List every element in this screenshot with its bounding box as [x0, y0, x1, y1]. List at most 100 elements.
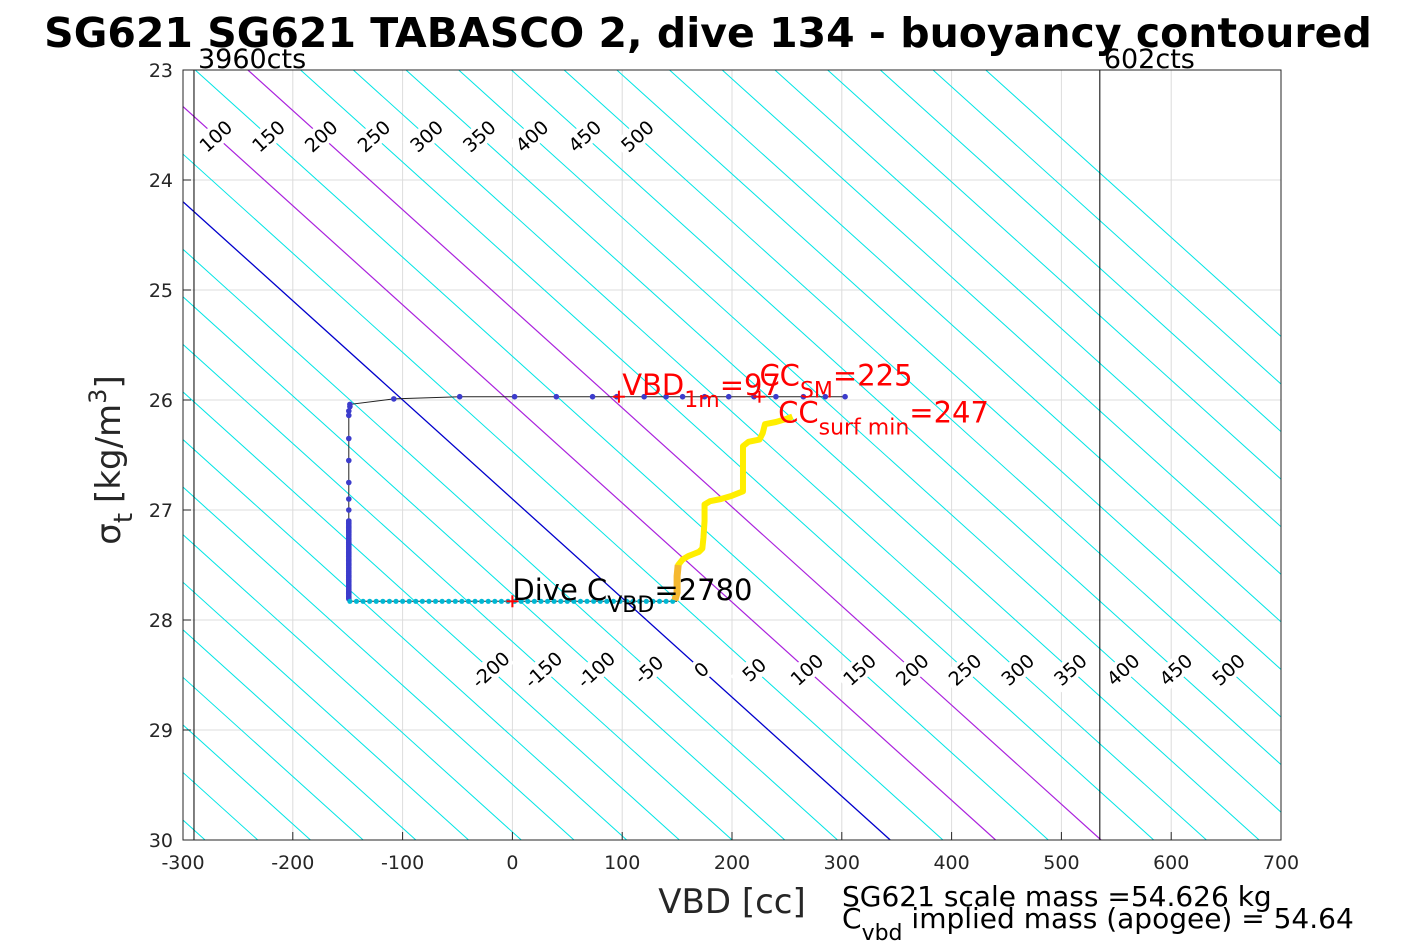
bottom-leg-point: [485, 598, 491, 604]
annotation: VBD1m=97: [622, 368, 781, 413]
x-tick-label: -100: [381, 852, 424, 874]
annotation: CCSM=225: [759, 358, 912, 403]
bottom-leg-point: [663, 598, 669, 604]
bottom-leg-point: [400, 598, 406, 604]
descent-point: [345, 408, 352, 414]
descent-point: [345, 507, 352, 513]
contour-line: [827, 70, 1281, 480]
contour-line: [352, 70, 1207, 840]
y-tick-label: 26: [149, 390, 173, 412]
contour-line: [183, 391, 680, 840]
contour-line: [721, 70, 1281, 575]
bottom-leg-point: [571, 598, 577, 604]
contour-line: [563, 70, 1281, 718]
contour-line: [183, 486, 575, 840]
bottom-leg-point: [432, 598, 439, 604]
bottom-leg-point: [459, 598, 465, 604]
bottom-leg-point: [446, 598, 452, 604]
contour-label-bg: [455, 113, 503, 159]
bottom-leg-point: [492, 598, 498, 604]
descent-point: [511, 393, 518, 400]
contour-line: [183, 200, 891, 840]
bottom-leg-point: [479, 598, 485, 604]
contour-label-bg: [835, 646, 884, 693]
contour-line: [405, 70, 1260, 840]
contour-line: [247, 70, 1102, 840]
footnote-implied-mass: Cvbd implied mass (apogee) = 54.64: [842, 902, 1354, 945]
descent-point: [345, 435, 352, 442]
contour-label-bg: [730, 646, 778, 693]
footnote-scale-mass: SG621 scale mass =54.626 kg: [842, 880, 1272, 913]
annotation-sub: 1m: [684, 388, 719, 413]
contour-label-bg: [1099, 646, 1147, 693]
descent-point: [800, 393, 807, 400]
bottom-leg-point: [643, 598, 649, 604]
contour-line: [511, 70, 1281, 766]
bottom-leg-point: [604, 598, 610, 604]
bottom-leg-point: [465, 598, 472, 604]
bottom-leg-point: [439, 598, 445, 604]
annotation-value: =2780: [654, 573, 752, 607]
y-tick-label: 28: [149, 610, 173, 632]
bottom-leg-point: [419, 598, 425, 604]
bottom-leg-point: [538, 598, 544, 604]
contour-label-bg: [402, 113, 451, 159]
annotation-value: =97: [720, 368, 781, 402]
ascent-line-bottom: [671, 564, 682, 602]
bottom-leg-point: [367, 598, 373, 604]
contour-label-bg: [519, 646, 567, 693]
x-tick-label: 100: [604, 852, 640, 874]
annotation-main: VBD: [622, 368, 684, 402]
bottom-leg-point: [551, 598, 557, 604]
bottom-leg-point: [393, 598, 399, 604]
contour-label-bg: [350, 113, 398, 159]
x-tick-label: -200: [271, 852, 314, 874]
contour-line: [183, 581, 469, 840]
contour-label-bg: [297, 113, 345, 159]
contour-label-bg: [783, 646, 831, 693]
y-axis-label: σt [kg/m3]: [84, 375, 139, 544]
ascent-line: [672, 413, 794, 602]
x-tick-label: 300: [824, 852, 860, 874]
annotation: Dive CVBD=2780: [512, 573, 752, 618]
contour-label-bg: [466, 646, 515, 693]
contour-label-bg: [191, 113, 240, 159]
descent-point: [663, 393, 669, 400]
descent-point: [641, 393, 647, 400]
bottom-leg-point: [472, 598, 478, 604]
bottom-leg-point: [637, 598, 643, 604]
descent-point: [345, 457, 352, 464]
x-tick-label: 0: [506, 852, 518, 874]
bottom-leg-point: [584, 598, 590, 604]
contour-line: [183, 248, 838, 840]
x-tick-labels: -300 -200 -100 0 100 200 300 400 500 600 700: [161, 832, 1299, 874]
descent-point: [345, 496, 352, 502]
bottom-leg-point: [656, 598, 663, 604]
y-tick-label: 23: [149, 60, 173, 82]
descent-point: [773, 393, 779, 400]
bottom-leg-point: [544, 598, 551, 604]
buoyancy-contours: [183, 70, 1281, 840]
annotation-value: =225: [833, 358, 913, 392]
contour-line: [458, 70, 1281, 813]
descent-point: [553, 393, 560, 400]
contour-label-bg: [560, 113, 609, 159]
y-axis-subscript: t: [109, 513, 139, 523]
x-tick-label: 500: [1043, 852, 1079, 874]
chart-title: SG621 SG621 TABASCO 2, dive 134 - buoyan…: [44, 9, 1372, 57]
bottom-leg-point: [577, 598, 584, 604]
contour-label-bg: [624, 646, 673, 693]
contour-line: [183, 296, 786, 840]
contour-line: [774, 70, 1281, 528]
contour-line: [183, 676, 364, 840]
contour-line: [880, 70, 1281, 433]
descent-point: [701, 393, 708, 400]
bottom-leg-point: [380, 598, 386, 604]
bottom-leg-point: [531, 598, 537, 604]
x-tick-label: -300: [161, 852, 204, 874]
contour-label-bg: [1204, 646, 1253, 693]
annotation: CCsurf min=247: [778, 396, 989, 441]
y-tick-label: 30: [149, 830, 173, 852]
